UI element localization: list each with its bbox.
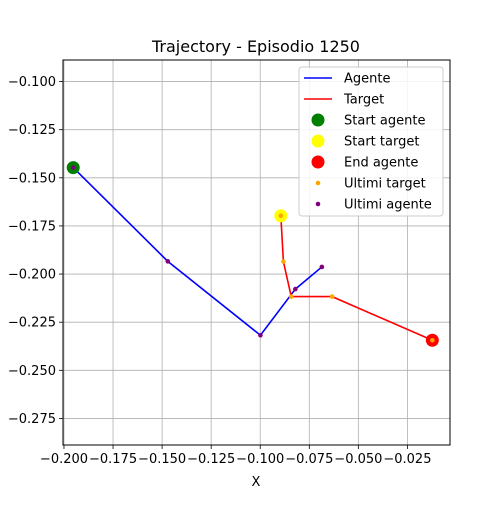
series-layer <box>66 161 439 347</box>
legend-label: Ultimi target <box>344 177 426 192</box>
legend: Agente Target Start agente Start target End … <box>298 66 444 217</box>
y-tick-label: −0.275 <box>8 412 56 427</box>
legend-handle <box>311 113 325 127</box>
x-tick-label: −0.050 <box>334 452 382 467</box>
x-tick-label: −0.150 <box>138 452 186 467</box>
legend-handle <box>311 134 325 148</box>
point-ultimi-target <box>329 294 335 299</box>
point-ultimi-target <box>288 294 294 299</box>
point-ultimi-agente <box>319 264 325 270</box>
legend-handle <box>315 180 321 186</box>
legend-label: End agente <box>344 156 418 171</box>
point-ultimi-target <box>430 337 435 343</box>
legend-handle <box>311 155 325 169</box>
point-ultimi-agente <box>165 259 171 264</box>
point-ultimi-agente <box>293 286 298 292</box>
legend-label: Start target <box>344 135 419 150</box>
y-tick-label: −0.100 <box>8 75 56 90</box>
x-tick-label: −0.200 <box>40 452 88 467</box>
point-ultimi-agente <box>258 332 263 338</box>
y-tick-label: −0.200 <box>8 268 56 283</box>
point-ultimi-target <box>278 213 284 219</box>
point-ultimi-target <box>281 259 286 264</box>
legend-box <box>298 66 444 217</box>
legend-handle <box>315 201 321 207</box>
y-tick-label: −0.150 <box>8 171 56 186</box>
x-tick-label: −0.125 <box>187 452 235 467</box>
x-tick-label: −0.100 <box>236 452 284 467</box>
y-tick-label: −0.225 <box>8 316 56 331</box>
ticks: −0.200 −0.175 −0.150 −0.125 −0.100 −0.075 −0.0… <box>8 75 432 467</box>
legend-label: Agente <box>344 72 390 87</box>
point-ultimi-agente <box>70 165 76 170</box>
legend-label: Start agente <box>344 114 425 129</box>
y-tick-label: −0.125 <box>8 123 56 138</box>
x-tick-label: −0.075 <box>285 452 333 467</box>
y-tick-label: −0.250 <box>8 364 56 379</box>
plot-frame <box>62 59 451 446</box>
x-axis-label: X <box>252 475 261 490</box>
x-tick-label: −0.025 <box>383 452 431 467</box>
x-tick-label: −0.175 <box>89 452 137 467</box>
y-tick-label: −0.175 <box>8 219 56 234</box>
legend-label: Ultimi agente <box>344 198 432 213</box>
legend-label: Target <box>343 93 384 108</box>
chart-title: Trajectory - Episodio 1250 <box>151 37 360 56</box>
